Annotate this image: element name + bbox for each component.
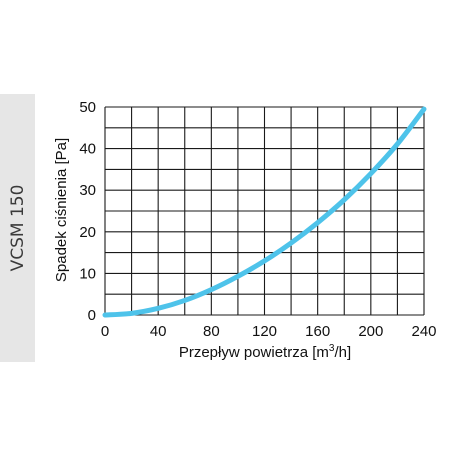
tick-labels: 0 40 80 120 160 200 240 0 10 20 30 40 50 bbox=[79, 99, 436, 340]
y-tick-label: 50 bbox=[79, 99, 96, 116]
x-axis-label-sup: 3 bbox=[329, 343, 335, 354]
y-tick-label: 20 bbox=[79, 224, 96, 241]
x-tick-label: 200 bbox=[358, 323, 383, 340]
y-tick-label: 0 bbox=[88, 307, 96, 324]
x-tick-label: 240 bbox=[411, 323, 436, 340]
x-tick-label: 0 bbox=[101, 323, 109, 340]
y-axis-label: Spadek ciśnienia [Pa] bbox=[53, 138, 70, 282]
x-axis-label-end: /h] bbox=[334, 344, 351, 361]
y-tick-label: 10 bbox=[79, 265, 96, 282]
series-layer bbox=[102, 106, 427, 318]
x-axis-label: Przepływ powietrza [m3/h] bbox=[179, 343, 351, 361]
y-tick-label: 30 bbox=[79, 182, 96, 199]
product-label-band: VCSM 150 bbox=[0, 94, 35, 362]
x-axis-label-main: Przepływ powietrza [m bbox=[179, 344, 329, 361]
x-tick-label: 80 bbox=[203, 323, 220, 340]
x-tick-label: 160 bbox=[305, 323, 330, 340]
y-tick-label: 40 bbox=[79, 141, 96, 158]
x-tick-label: 120 bbox=[252, 323, 277, 340]
x-tick-label: 40 bbox=[150, 323, 167, 340]
grid bbox=[104, 106, 425, 316]
